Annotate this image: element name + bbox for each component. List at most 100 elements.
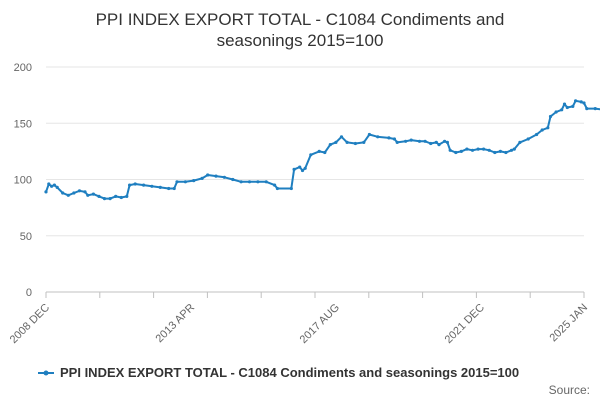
source-label: Source: (549, 383, 590, 397)
data-point (256, 180, 260, 184)
series-layer (44, 99, 600, 201)
data-point (133, 182, 137, 186)
data-point (387, 136, 391, 140)
data-point (264, 180, 268, 184)
data-point (158, 185, 162, 189)
data-point (231, 177, 235, 182)
data-point (445, 140, 449, 144)
data-point (167, 186, 171, 191)
legend-point-marker (43, 370, 49, 376)
data-point (434, 140, 438, 144)
data-point (150, 184, 154, 188)
data-point (172, 186, 176, 191)
data-point (91, 192, 95, 196)
data-point (125, 194, 129, 198)
data-point (61, 191, 65, 195)
legend-label: PPI INDEX EXPORT TOTAL - C1084 Condiment… (60, 365, 519, 380)
data-point (579, 100, 583, 104)
chart-title-line-2: seasonings 2015=100 (217, 31, 384, 50)
data-point (504, 150, 508, 155)
data-point (574, 99, 578, 103)
data-point (362, 140, 366, 144)
data-point (345, 140, 349, 144)
series-line (45, 99, 600, 200)
data-point (459, 149, 463, 153)
data-point (465, 147, 469, 151)
data-point (300, 168, 305, 173)
y-tick-label: 150 (14, 118, 32, 130)
data-point (376, 135, 380, 139)
data-point (585, 107, 589, 111)
x-tick-label: 2017 AUG (298, 302, 342, 346)
y-tick-label: 200 (14, 62, 32, 74)
data-point (289, 186, 293, 191)
data-point (417, 139, 422, 143)
data-point (493, 150, 497, 155)
data-point (470, 148, 475, 152)
data-point (273, 183, 277, 187)
x-tick-label: 2008 DEC (8, 302, 52, 346)
data-point (565, 105, 569, 110)
data-point (526, 137, 530, 141)
legend[interactable]: PPI INDEX EXPORT TOTAL - C1084 Condiment… (38, 365, 519, 380)
data-point (546, 126, 550, 130)
data-point (448, 148, 452, 152)
data-point (339, 135, 344, 139)
data-point (206, 173, 210, 177)
data-point (86, 193, 90, 197)
data-point (102, 197, 107, 201)
data-point (275, 186, 279, 191)
data-point (50, 184, 54, 188)
y-tick-label: 100 (14, 175, 32, 187)
data-point (334, 140, 338, 144)
data-point (200, 176, 204, 180)
chart-title-line-1: PPI INDEX EXPORT TOTAL - C1084 Condiment… (96, 10, 505, 29)
x-tick-label: 2013 APR (154, 302, 198, 346)
data-point (44, 190, 48, 194)
data-point (114, 194, 118, 198)
data-point (476, 147, 480, 151)
data-point (454, 150, 458, 155)
data-point (142, 183, 146, 187)
data-point (367, 132, 371, 137)
data-point (83, 190, 87, 194)
data-point (292, 167, 296, 171)
data-point (509, 148, 514, 152)
data-point (214, 174, 218, 178)
data-point (72, 191, 76, 195)
data-point (77, 189, 82, 193)
data-point (582, 101, 586, 105)
data-point (47, 182, 51, 186)
data-point (128, 183, 132, 187)
data-point (192, 179, 196, 183)
data-point (175, 180, 179, 184)
data-point (298, 165, 302, 169)
data-point (443, 139, 447, 143)
x-tick-label: 2021 DEC (443, 302, 487, 346)
data-point (487, 148, 491, 152)
data-point (593, 107, 597, 111)
data-point (560, 108, 564, 112)
data-point (353, 141, 357, 146)
gridlines (46, 66, 584, 237)
data-point (317, 149, 321, 153)
data-point (429, 141, 433, 146)
data-point (247, 180, 252, 184)
data-point (108, 197, 112, 201)
y-axis-tick-labels: 0 50 100 150 200 (14, 62, 32, 299)
data-point (183, 180, 187, 184)
data-point (554, 110, 558, 114)
data-point (571, 104, 575, 108)
data-point (328, 143, 332, 147)
data-point (437, 143, 441, 147)
data-point (562, 102, 567, 106)
data-point (482, 147, 486, 151)
x-tick-label: 2025 JAN (547, 302, 590, 345)
data-point (404, 139, 408, 143)
data-point (423, 139, 427, 143)
data-point (66, 193, 70, 197)
data-point (548, 114, 553, 119)
data-point (409, 138, 413, 142)
x-axis: 2008 DEC 2013 APR 2017 AUG 2021 DEC 2025 JAN (8, 291, 590, 346)
